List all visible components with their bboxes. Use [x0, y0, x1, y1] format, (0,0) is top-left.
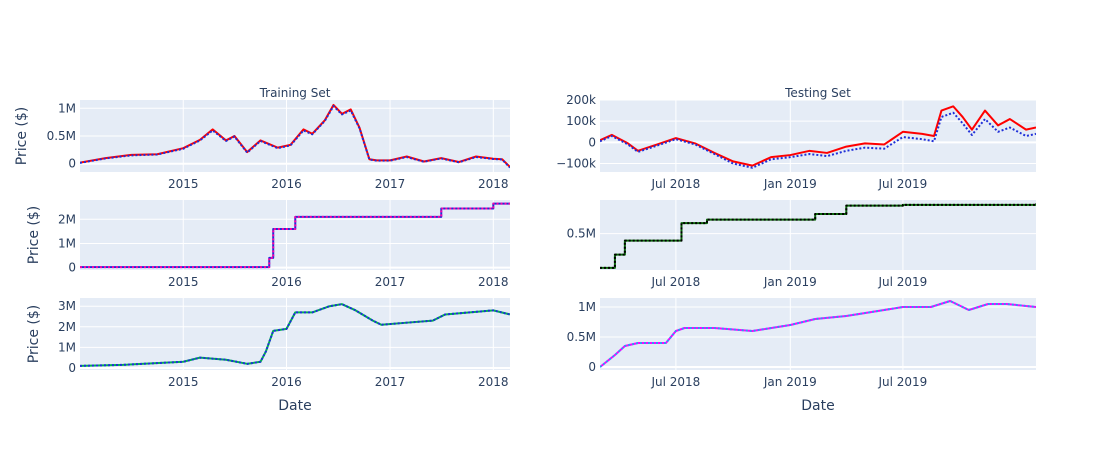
- y-tick-label: 0: [588, 135, 596, 149]
- x-axis-label: Date: [801, 398, 834, 414]
- x-tick-label: Jul 2018: [650, 275, 700, 289]
- y-tick-label: 1M: [578, 300, 596, 314]
- x-tick-label: 2016: [271, 375, 302, 389]
- x-tick-label: 2015: [168, 375, 199, 389]
- x-tick-label: 2018: [478, 375, 509, 389]
- series-line-2: [600, 203, 1036, 269]
- x-tick-label: 2018: [478, 275, 509, 289]
- x-tick-label: 2016: [271, 177, 302, 191]
- y-tick-label: 0: [68, 361, 76, 375]
- y-axis-label: Price ($): [14, 107, 30, 165]
- series-line-1: [80, 103, 510, 168]
- y-tick-label: 0: [68, 157, 76, 171]
- y-axis-label: Price ($): [26, 305, 42, 363]
- x-tick-label: 2015: [168, 275, 199, 289]
- y-tick-label: 0.5M: [567, 227, 596, 241]
- y-tick-label: 0: [68, 261, 76, 275]
- series-line-2: [80, 303, 510, 367]
- subplot-5: 2015 2016 2017 2018 0 1M 2M 3M Price ($) Date: [26, 298, 510, 414]
- plot-area: [600, 100, 1036, 172]
- series-line-2: [600, 111, 1036, 169]
- y-tick-label: 1M: [58, 340, 76, 354]
- x-tick-label: Jul 2019: [877, 375, 927, 389]
- x-axis-label: Date: [278, 398, 311, 414]
- x-tick-label: Jan 2019: [763, 177, 817, 191]
- series-line-2: [600, 300, 1036, 368]
- y-tick-label: −100k: [556, 157, 596, 171]
- plot-area: [600, 200, 1036, 270]
- y-tick-label: 0: [588, 360, 596, 374]
- y-tick-label: 3M: [58, 299, 76, 313]
- subplot-6: Jul 2018 Jan 2019 Jul 2019 0 0.5M 1M Date: [567, 298, 1036, 414]
- y-tick-label: 0.5M: [47, 129, 76, 143]
- y-axis-label: Price ($): [26, 206, 42, 264]
- subplot-3: 2015 2016 2017 2018 0 1M 2M Price ($): [26, 200, 510, 289]
- y-tick-label: 2M: [58, 320, 76, 334]
- y-tick-label: 1M: [58, 101, 76, 115]
- x-tick-label: Jul 2019: [877, 275, 927, 289]
- subplot-4: Jul 2018 Jan 2019 Jul 2019 0.5M: [567, 200, 1036, 289]
- series-line-1: [600, 105, 1036, 167]
- x-tick-label: 2017: [375, 177, 406, 191]
- plot-area: [80, 200, 510, 270]
- x-tick-label: Jul 2018: [650, 177, 700, 191]
- x-tick-label: Jul 2018: [650, 375, 700, 389]
- y-tick-label: 1M: [58, 236, 76, 250]
- series-line-2: [80, 202, 510, 269]
- x-tick-label: 2015: [168, 177, 199, 191]
- plot-area: [80, 298, 510, 370]
- x-tick-label: 2016: [271, 275, 302, 289]
- x-tick-label: 2017: [375, 375, 406, 389]
- y-tick-label: 200k: [566, 93, 596, 107]
- x-tick-label: Jul 2019: [877, 177, 927, 191]
- x-tick-label: Jan 2019: [763, 275, 817, 289]
- subplot-title: Testing Set: [784, 86, 851, 100]
- subplot-title: Training Set: [259, 86, 331, 100]
- y-tick-label: 2M: [58, 212, 76, 226]
- y-tick-label: 100k: [566, 114, 596, 128]
- y-tick-label: 0.5M: [567, 330, 596, 344]
- x-tick-label: 2017: [375, 275, 406, 289]
- subplot-2: Jul 2018 Jan 2019 Jul 2019 −100k 0 100k 200k Te…: [556, 86, 1036, 191]
- x-tick-label: 2018: [478, 177, 509, 191]
- subplot-1: 2015 2016 2017 2018 0 0.5M 1M Training Set Price…: [14, 86, 510, 191]
- x-tick-label: Jan 2019: [763, 375, 817, 389]
